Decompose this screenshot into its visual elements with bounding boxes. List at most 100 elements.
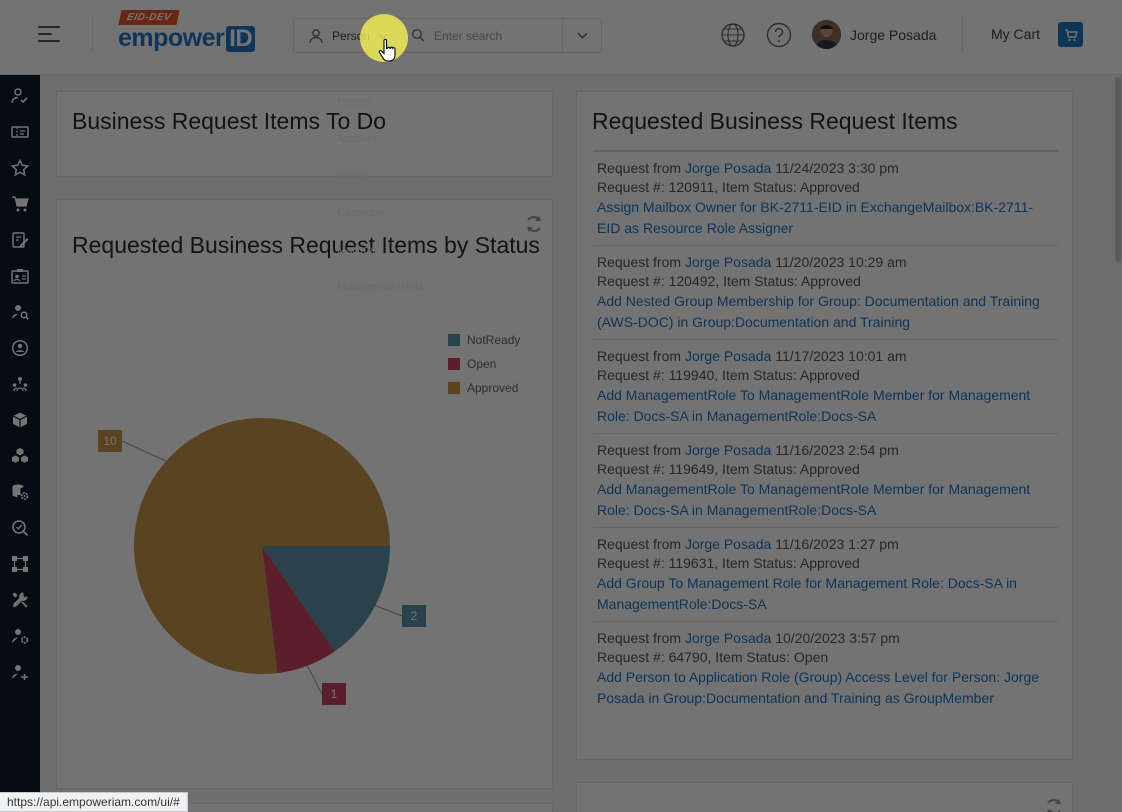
pie-leader-line — [306, 665, 323, 695]
menu-toggle-icon[interactable] — [38, 26, 62, 44]
dropdown-option[interactable]: Group — [337, 170, 368, 182]
refresh-icon[interactable] — [1044, 797, 1064, 812]
request-date: 11/20/2023 10:29 am — [771, 254, 907, 270]
requester-link[interactable]: Jorge Posada — [684, 536, 772, 552]
cart-icon[interactable] — [0, 186, 40, 222]
request-item-link[interactable]: Add Person to Application Role (Group) A… — [597, 669, 1040, 706]
request-item: Request from Jorge Posada 11/16/2023 1:2… — [593, 527, 1059, 621]
cart-button[interactable] — [1058, 22, 1083, 47]
search-divider — [404, 25, 405, 46]
request-from-line: Request from Jorge Posada 11/17/2023 10:… — [597, 347, 1055, 366]
request-detail: Request #: 119631, Item Status: Approved — [597, 555, 860, 571]
search-type-label: Person — [332, 28, 371, 43]
avatar[interactable] — [812, 20, 841, 49]
env-badge: EID-DEV — [118, 10, 180, 25]
global-search: Person — [293, 18, 602, 53]
request-detail: Request #: 120492, Item Status: Approved — [597, 273, 861, 289]
request-from-line: Request from Jorge Posada 11/16/2023 2:5… — [597, 441, 1055, 460]
additional-panel — [576, 782, 1073, 812]
request-from-label: Request from — [597, 160, 685, 176]
pie-leader-line — [375, 605, 403, 617]
request-from-label: Request from — [597, 348, 685, 364]
scroll-thumb[interactable] — [1115, 77, 1121, 262]
request-item-link[interactable]: Assign Mailbox Owner for BK-2711-EID in … — [597, 199, 1034, 236]
request-item-link[interactable]: Add ManagementRole To ManagementRole Mem… — [597, 387, 1031, 424]
panel-title: Requested Business Request Items — [592, 108, 958, 134]
edit-doc-icon[interactable] — [0, 222, 40, 258]
pie-label-open: 1 — [322, 683, 346, 705]
page-scrollbar[interactable] — [1114, 75, 1122, 812]
pie-label-approved: 10 — [98, 430, 122, 452]
search-options-button[interactable] — [562, 19, 602, 52]
help-icon[interactable] — [766, 22, 792, 48]
request-item: Request from Jorge Posada 11/16/2023 2:5… — [593, 433, 1059, 527]
person-cycle-icon[interactable] — [0, 330, 40, 366]
cube-icon[interactable] — [0, 402, 40, 438]
search-input[interactable] — [434, 23, 560, 48]
user-name[interactable]: Jorge Posada — [850, 27, 937, 43]
org-chart-icon[interactable] — [0, 366, 40, 402]
search-type-select[interactable]: Person — [294, 19, 404, 52]
shield-search-icon[interactable] — [0, 510, 40, 546]
search-type-dropdown: Person Account Group Computer Mailbox Ma… — [325, 95, 455, 317]
dropdown-option[interactable]: ManagementRole — [337, 281, 424, 293]
logo-wordmark: empower ID — [118, 24, 256, 53]
request-from-line: Request from Jorge Posada 11/24/2023 3:3… — [597, 159, 1055, 178]
request-from-label: Request from — [597, 254, 685, 270]
cart-icon — [1064, 28, 1078, 41]
workflow-icon[interactable] — [0, 546, 40, 582]
dropdown-option[interactable]: Account — [337, 133, 377, 145]
person-settings-icon[interactable] — [0, 654, 40, 690]
request-item-link[interactable]: Add ManagementRole To ManagementRole Mem… — [597, 481, 1031, 518]
request-detail: Request #: 64790, Item Status: Open — [597, 649, 829, 665]
dropdown-option[interactable]: Computer — [337, 207, 386, 219]
request-item: Request from Jorge Posada 11/20/2023 10:… — [593, 245, 1059, 339]
requester-link[interactable]: Jorge Posada — [684, 160, 772, 176]
empowerid-logo[interactable]: EID-DEV empower ID — [118, 10, 256, 54]
chevron-down-icon — [378, 33, 388, 39]
request-item: Request from Jorge Posada 11/24/2023 3:3… — [593, 150, 1059, 245]
database-gear-icon[interactable] — [0, 474, 40, 510]
person-search-icon[interactable] — [0, 294, 40, 330]
globe-icon[interactable] — [720, 22, 746, 48]
requester-link[interactable]: Jorge Posada — [684, 254, 772, 270]
pie-chart — [121, 418, 403, 695]
request-from-line: Request from Jorge Posada 10/20/2023 3:5… — [597, 629, 1055, 648]
requester-link[interactable]: Jorge Posada — [684, 442, 772, 458]
star-icon[interactable] — [0, 150, 40, 186]
request-date: 10/20/2023 3:57 pm — [771, 630, 900, 646]
request-date: 11/16/2023 1:27 pm — [771, 536, 899, 552]
sidebar — [0, 75, 40, 812]
dropdown-option[interactable]: Mailbox — [337, 244, 375, 256]
requester-link[interactable]: Jorge Posada — [684, 630, 772, 646]
header-divider — [92, 16, 93, 52]
requester-link[interactable]: Jorge Posada — [684, 348, 772, 364]
request-from-line: Request from Jorge Posada 11/16/2023 1:2… — [597, 535, 1055, 554]
request-item: Request from Jorge Posada 10/20/2023 3:5… — [593, 621, 1059, 715]
person-check-icon[interactable] — [0, 78, 40, 114]
search-icon — [411, 28, 425, 42]
dropdown-option[interactable]: Person — [337, 96, 372, 108]
cubes-icon[interactable] — [0, 438, 40, 474]
request-detail: Request #: 119649, Item Status: Approved — [597, 461, 860, 477]
status-bar-url: https://api.empoweriam.com/ui/# — [0, 792, 188, 812]
request-from-label: Request from — [597, 442, 685, 458]
ticket-icon[interactable] — [0, 114, 40, 150]
logo-text: empower — [118, 24, 225, 52]
request-item-link[interactable]: Add Nested Group Membership for Group: D… — [597, 293, 1040, 330]
request-detail: Request #: 119940, Item Status: Approved — [597, 367, 860, 383]
cart-label[interactable]: My Cart — [991, 26, 1040, 42]
request-item-link[interactable]: Add Group To Management Role for Managem… — [597, 575, 1017, 612]
request-detail: Request #: 120911, Item Status: Approved — [597, 179, 860, 195]
pie-label-notready: 2 — [402, 605, 426, 627]
id-card-icon[interactable] — [0, 258, 40, 294]
requested-items-panel: Requested Business Request Items Request… — [576, 91, 1073, 760]
status-chart-panel: Requested Business Request Items by Stat… — [56, 199, 553, 789]
person-icon — [309, 28, 323, 43]
request-date: 11/24/2023 3:30 pm — [771, 160, 899, 176]
request-from-label: Request from — [597, 536, 685, 552]
request-item: Request from Jorge Posada 11/17/2023 10:… — [593, 339, 1059, 433]
person-gear-icon[interactable] — [0, 618, 40, 654]
request-from-line: Request from Jorge Posada 11/20/2023 10:… — [597, 253, 1055, 272]
tools-icon[interactable] — [0, 582, 40, 618]
